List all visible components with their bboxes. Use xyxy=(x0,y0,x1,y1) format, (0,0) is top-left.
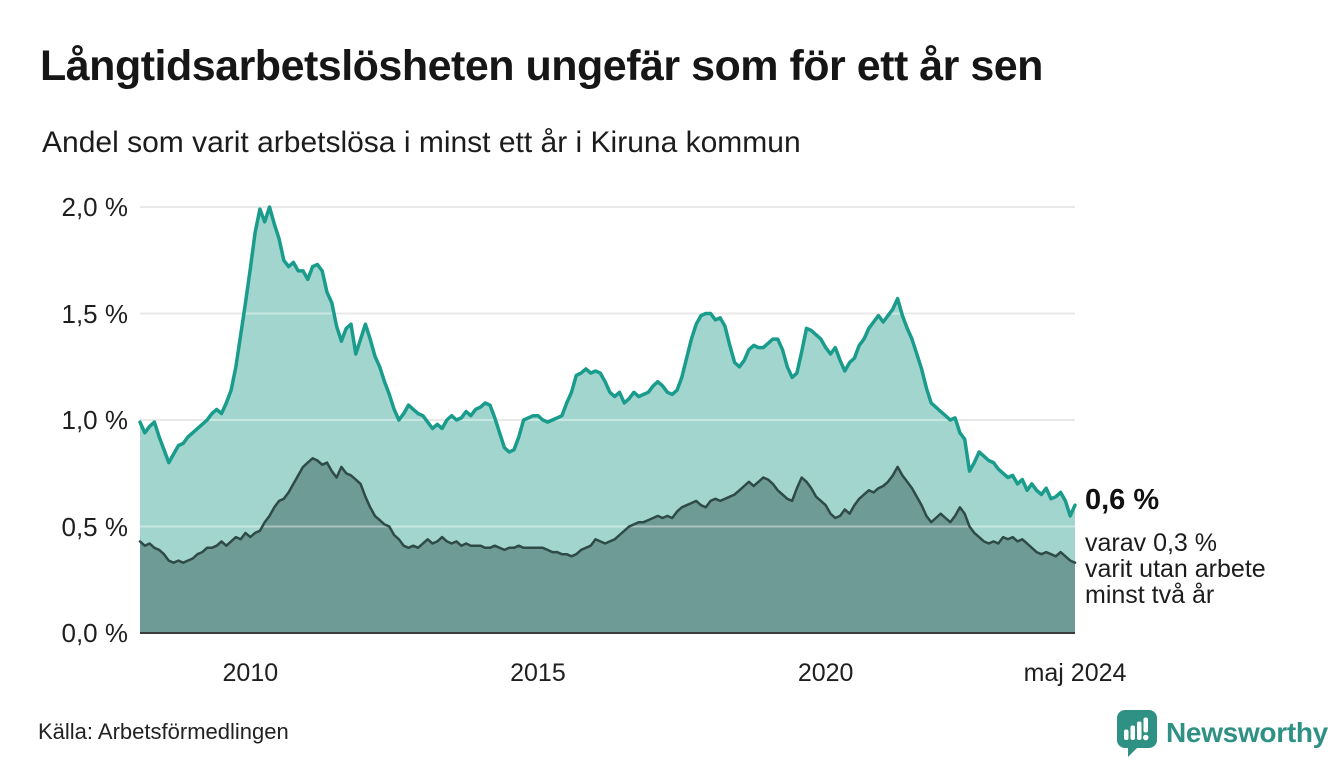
annotation-line: minst två år xyxy=(1085,581,1215,609)
y-tick-label: 1,0 % xyxy=(61,405,129,435)
annotation-line: varit utan arbete xyxy=(1085,555,1266,583)
x-tick-label: 2020 xyxy=(797,659,854,687)
y-tick-label: 0,5 % xyxy=(61,511,129,542)
chart-subtitle: Andel som varit arbetslösa i minst ett å… xyxy=(42,126,801,159)
y-tick-label: 0,0 % xyxy=(61,618,129,648)
newsworthy-logo: Newsworthy xyxy=(1117,709,1328,757)
source-note: Källa: Arbetsförmedlingen xyxy=(38,719,289,744)
x-tick-label: 2010 xyxy=(222,659,279,687)
x-tick-label: 2015 xyxy=(510,659,566,687)
newsworthy-bubble-chart-icon xyxy=(1117,709,1157,757)
latest-value-annotation: 0,6 % varav 0,3 % varit utan arbete minst … xyxy=(1085,484,1335,608)
newsworthy-wordmark: Newsworthy xyxy=(1166,717,1328,748)
y-tick-label: 1,5 % xyxy=(61,298,129,329)
area-unemployed-2yr xyxy=(140,458,1075,633)
latest-value-label: 0,6 % xyxy=(1085,484,1160,516)
latest-value-detail: varav 0,3 % varit utan arbete minst två år xyxy=(1085,530,1335,608)
x-tick-label: maj 2024 xyxy=(1023,659,1127,687)
line-unemployed-2yr xyxy=(138,457,1077,564)
y-tick-label: 2,0 % xyxy=(61,192,129,222)
line-unemployed-1yr xyxy=(138,205,1077,518)
annotation-line: varav 0,3 % xyxy=(1085,529,1218,557)
page-title: Långtidsarbetslösheten ungefär som för e… xyxy=(40,42,1043,90)
